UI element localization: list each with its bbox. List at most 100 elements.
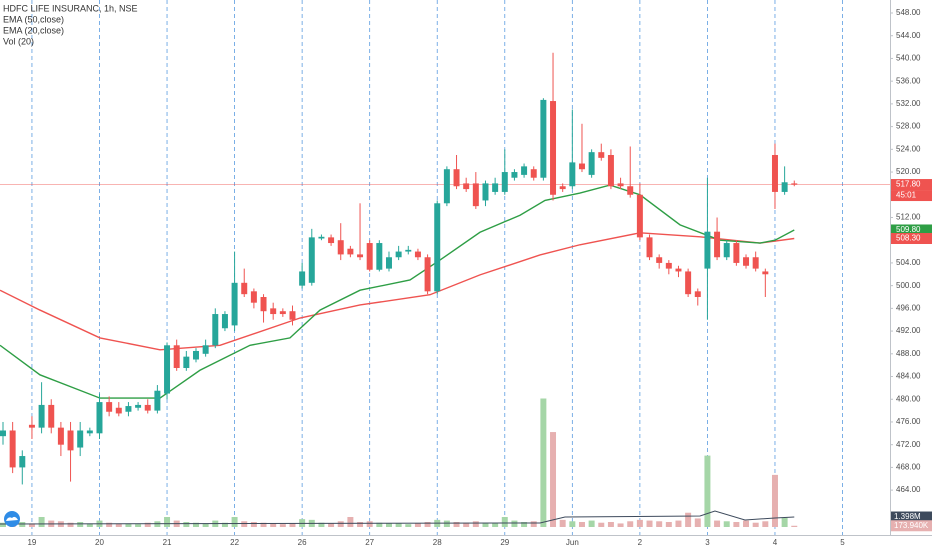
candle-body <box>521 166 528 175</box>
volume-bar <box>743 520 750 527</box>
candle-body <box>183 356 190 369</box>
price-tag-label: 509.80 <box>896 225 921 234</box>
candle-body <box>202 345 209 354</box>
x-tick-label: 28 <box>433 538 442 547</box>
candle-body <box>57 427 64 445</box>
volume-bar <box>646 520 653 527</box>
volume-average <box>0 510 795 525</box>
volume-bar <box>0 522 6 527</box>
volume-bar <box>357 522 364 527</box>
volume-bar <box>424 522 431 527</box>
volume-bar <box>714 520 721 527</box>
candle-body <box>414 251 421 258</box>
candle-body <box>86 430 93 434</box>
volume-bar <box>752 522 759 527</box>
candle-body <box>472 183 479 207</box>
candle-body <box>96 402 103 434</box>
volume-bar <box>607 522 614 527</box>
candle-body <box>106 402 113 412</box>
y-tick-label: 468.00 <box>896 463 921 472</box>
x-tick-label: 2 <box>638 538 643 547</box>
volume-bar <box>38 517 45 527</box>
candle-body <box>443 169 450 204</box>
volume-bar <box>202 523 209 527</box>
volume-bar <box>617 523 624 527</box>
volume-bar <box>694 518 701 527</box>
volume-bar <box>405 524 412 527</box>
candle-body <box>559 186 566 190</box>
candle-body <box>511 172 518 178</box>
y-tick-label: 504.00 <box>896 258 921 267</box>
candle-body <box>714 231 721 258</box>
volume-bar <box>250 522 257 527</box>
x-tick-label: 27 <box>365 538 374 547</box>
y-tick-label: 480.00 <box>896 394 921 403</box>
volume-bar <box>781 517 788 527</box>
candle-body <box>598 152 605 158</box>
candle-body <box>164 345 171 394</box>
volume-bar <box>685 512 692 527</box>
candle-body <box>357 254 364 258</box>
volume-bar <box>656 521 663 527</box>
legend-volume: Vol (20) <box>3 36 34 46</box>
candle-body <box>144 404 151 411</box>
x-tick-label: 19 <box>27 538 36 547</box>
volume-bar <box>414 523 421 527</box>
legend-ema20: EMA (20,close) <box>3 25 64 35</box>
volume-bar <box>279 524 286 527</box>
candle-body <box>463 183 470 190</box>
candle-body <box>289 311 296 320</box>
candle-body <box>67 430 74 451</box>
volume-bar <box>106 522 113 527</box>
volume-bar <box>221 522 228 527</box>
candle-body <box>231 282 238 326</box>
x-tick-label: 5 <box>840 538 845 547</box>
y-tick-label: 496.00 <box>896 303 921 312</box>
volume-bar <box>569 521 576 527</box>
volume-bar <box>328 523 335 527</box>
candle-body <box>501 172 508 192</box>
candle-body <box>424 257 431 292</box>
volume-bar <box>511 520 518 527</box>
candle-body <box>482 183 489 201</box>
candle-body <box>656 257 663 263</box>
candle-body <box>530 169 537 178</box>
candle-body <box>434 203 441 292</box>
y-tick-label: 484.00 <box>896 372 921 381</box>
candle-body <box>28 424 35 428</box>
volume-tag-label: 1.398M <box>894 512 921 521</box>
candle-body <box>192 350 199 360</box>
volume-tag <box>891 511 932 523</box>
candle-body <box>250 291 257 303</box>
candle-body <box>385 257 392 269</box>
volume-bar <box>144 522 151 527</box>
volume-tag-label: 173.940K <box>894 521 929 530</box>
volume-bar <box>135 524 142 527</box>
volume-bar <box>19 522 26 527</box>
volume-bar <box>77 522 84 527</box>
candle-body <box>19 456 26 468</box>
volume-bar <box>733 522 740 527</box>
volume-bar <box>289 523 296 527</box>
candle-body <box>9 430 16 468</box>
y-tick-label: 492.00 <box>896 326 921 335</box>
candle-body <box>115 407 122 414</box>
candle-body <box>791 183 798 185</box>
y-tick-label: 528.00 <box>896 122 921 131</box>
y-tick-label: 536.00 <box>896 76 921 85</box>
volume-bar <box>665 522 672 527</box>
volume-bar <box>588 520 595 527</box>
volume-bar <box>578 522 585 527</box>
countdown-label: 45:01 <box>896 191 917 200</box>
volume-bar <box>164 517 171 527</box>
volume-bar <box>636 519 643 527</box>
candle-body <box>752 257 759 269</box>
legend-ema50: EMA (50,close) <box>3 14 64 24</box>
candle-body <box>665 262 672 269</box>
logo <box>4 511 20 527</box>
volume-bar <box>125 523 132 527</box>
candle-body <box>260 297 267 312</box>
y-tick-label: 532.00 <box>896 99 921 108</box>
x-tick-label: 21 <box>163 538 172 547</box>
